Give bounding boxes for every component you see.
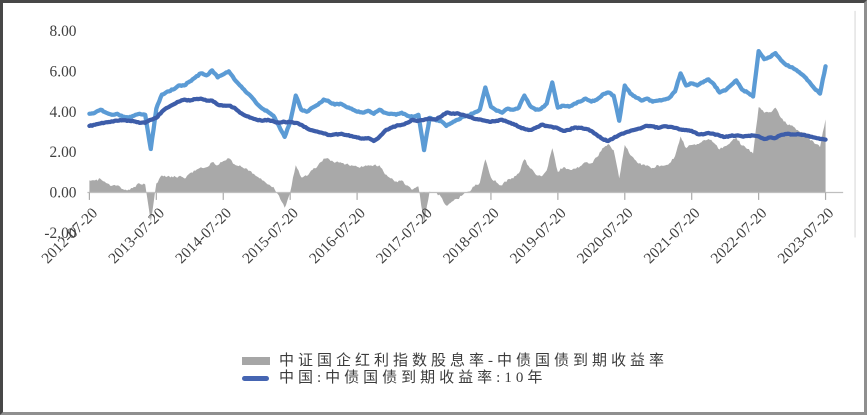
legend-label-spread: 中证国企红利指数股息率-中债国债到期收益率 — [279, 353, 668, 369]
legend-item-spread: 中证国企红利指数股息率-中债国债到期收益率 — [242, 353, 668, 369]
axis-labels: 2012-07-20 2013-07-20 2014-07-20 2015-07-20… — [38, 23, 837, 267]
chart-legend: 中证国企红利指数股息率-中债国债到期收益率 中国:中债国债到期收益率:10年 — [242, 353, 668, 386]
y-tick-label: 8.00 — [50, 23, 77, 40]
chart-plot-area: 2012-07-20 2013-07-20 2014-07-20 2015-07-20… — [38, 10, 856, 267]
x-tick-label: 2013-07-20 — [105, 205, 168, 268]
x-tick-label: 2021-07-20 — [641, 205, 704, 268]
y-tick-label: -2.00 — [44, 225, 76, 242]
x-tick-label: 2018-07-20 — [440, 205, 503, 268]
spread-area-swatch — [242, 357, 270, 365]
x-tick-label: 2020-07-20 — [574, 205, 637, 268]
bond-yield-line-swatch — [242, 375, 269, 381]
dividend-yield-line — [87, 48, 828, 153]
x-tick-label: 2017-07-20 — [373, 205, 436, 268]
spread-area — [89, 107, 826, 223]
yield-line-series — [87, 48, 828, 153]
x-tick-label: 2023-07-20 — [774, 205, 837, 268]
x-tick-label: 2014-07-20 — [172, 205, 235, 268]
y-tick-label: 0.00 — [50, 185, 77, 202]
y-tick-label: 4.00 — [50, 104, 77, 121]
spread-area-series — [89, 107, 826, 223]
x-tick-label: 2016-07-20 — [306, 205, 369, 268]
x-tick-label: 2019-07-20 — [507, 205, 570, 268]
legend-label-bond-yield: 中国:中债国债到期收益率:10年 — [279, 370, 547, 386]
x-tick-label: 2022-07-20 — [708, 205, 771, 268]
x-tick-label: 2015-07-20 — [239, 205, 302, 268]
bond-yield-line — [87, 96, 828, 144]
axes — [87, 10, 856, 238]
legend-item-bond-yield: 中国:中债国债到期收益率:10年 — [242, 370, 668, 386]
y-tick-label: 6.00 — [50, 63, 77, 80]
y-tick-label: 2.00 — [50, 144, 77, 161]
